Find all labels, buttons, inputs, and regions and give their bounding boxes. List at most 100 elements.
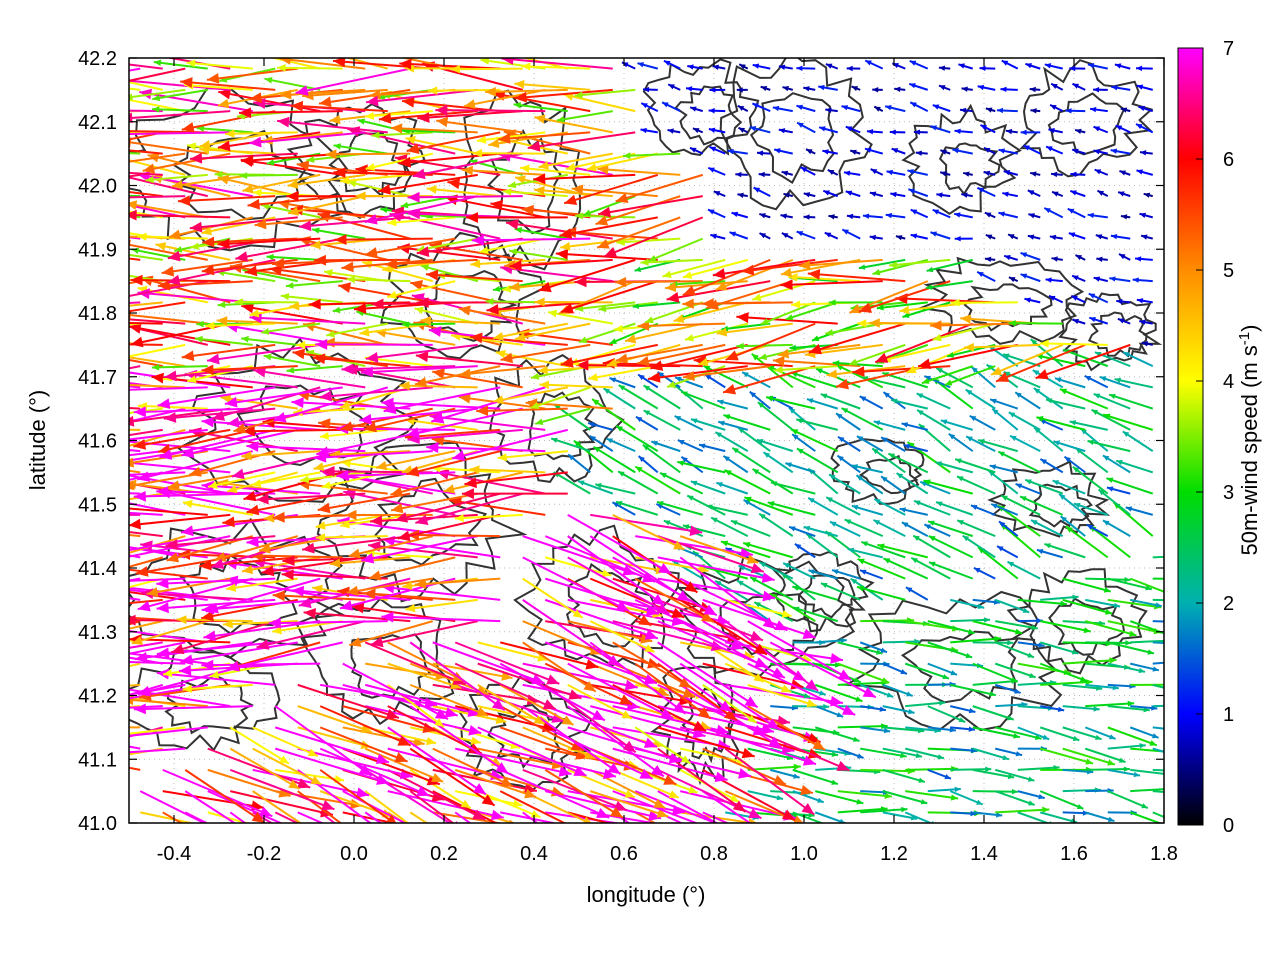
- wind-vector: [904, 662, 950, 680]
- wind-vector: [133, 406, 253, 418]
- wind-vector: [280, 292, 343, 304]
- wind-vector: [805, 148, 816, 155]
- wind-vector: [246, 441, 366, 453]
- colorbar-title-main: 50m-wind speed (m s: [1237, 345, 1262, 555]
- wind-vector: [371, 131, 433, 139]
- wind-vector: [341, 363, 456, 375]
- wind-vector: [690, 480, 726, 495]
- wind-vector: [1120, 107, 1131, 113]
- wind-vector: [687, 64, 703, 70]
- wind-vector: [706, 280, 794, 310]
- wind-vector: [325, 149, 411, 160]
- wind-vector: [129, 131, 141, 135]
- wind-vector: [180, 641, 298, 666]
- wind-vector: [1048, 294, 1064, 304]
- wind-vector: [634, 790, 719, 823]
- wind-vector: [709, 87, 726, 93]
- wind-vector: [851, 85, 861, 92]
- wind-vector: [841, 407, 884, 431]
- wind-vector: [615, 500, 659, 516]
- wind-vector: [1040, 594, 1079, 601]
- wind-vector: [938, 65, 951, 71]
- wind-vector: [279, 58, 366, 70]
- wind-vector: [1072, 82, 1086, 91]
- wind-vector: [274, 705, 373, 777]
- wind-vector: [1152, 790, 1164, 793]
- x-axis-ticks: -0.4 -0.2 0.0 0.2 0.4 0.6 0.8 1.0 1.2 1.4 1.6 1.8: [157, 58, 1178, 865]
- wind-vector: [129, 428, 208, 441]
- wind-vector: [342, 683, 458, 718]
- wind-vector: [1040, 620, 1091, 634]
- wind-vector: [1125, 506, 1154, 516]
- wind-vector: [274, 747, 390, 785]
- wind-vector: [1152, 661, 1164, 665]
- wind-vector: [1129, 811, 1163, 823]
- wind-vector: [1122, 351, 1154, 368]
- wind-vector: [194, 335, 253, 346]
- wind-vector: [1000, 494, 1041, 516]
- contour-line: [129, 649, 281, 752]
- wind-vector: [856, 435, 884, 452]
- wind-vector: [958, 63, 974, 70]
- wind-vector: [634, 598, 744, 651]
- wind-vector: [1044, 542, 1086, 559]
- wind-vector: [129, 577, 141, 582]
- wind-vector: [880, 436, 906, 452]
- wind-vector: [725, 598, 792, 618]
- wind-vector: [972, 747, 1010, 761]
- wind-vector: [522, 577, 584, 619]
- wind-vector: [662, 258, 726, 279]
- contour-line: [749, 92, 835, 185]
- wind-vector: [785, 301, 839, 321]
- wind-vector: [837, 790, 892, 800]
- wind-vector: [962, 171, 973, 177]
- wind-vector: [1135, 123, 1154, 134]
- wind-vector: [598, 195, 703, 218]
- wind-vector: [597, 164, 681, 176]
- wind-vector: [679, 662, 780, 731]
- wind-vector: [702, 684, 758, 724]
- wind-vector: [752, 468, 794, 495]
- wind-vector: [767, 501, 816, 516]
- wind-vector: [1096, 189, 1109, 198]
- wind-vector: [470, 332, 568, 346]
- contour-line: [1028, 483, 1093, 528]
- wind-vector: [965, 435, 996, 453]
- wind-vector: [1132, 277, 1153, 283]
- wind-vector: [407, 191, 523, 203]
- wind-vector: [167, 258, 276, 286]
- wind-vector: [1109, 276, 1131, 283]
- wind-vector: [234, 298, 298, 306]
- x-tick-label: -0.4: [157, 843, 191, 865]
- contour-line: [1047, 92, 1126, 156]
- wind-vector: [796, 447, 839, 474]
- wind-vector: [425, 269, 523, 283]
- wind-vector: [1062, 705, 1100, 712]
- wind-vector: [1025, 62, 1041, 70]
- wind-vector: [1102, 413, 1154, 431]
- wind-vector: [261, 556, 366, 577]
- wind-vector: [319, 386, 433, 402]
- wind-vector: [365, 152, 433, 171]
- wind-vector: [129, 598, 163, 605]
- wind-vector: [927, 662, 958, 676]
- wind-vector: [851, 464, 883, 474]
- wind-vector: [737, 192, 748, 198]
- wind-vector: [796, 418, 838, 431]
- wind-vector: [249, 301, 321, 318]
- wind-vector: [595, 195, 681, 226]
- wind-vector: [950, 810, 977, 817]
- wind-vector: [956, 519, 996, 538]
- wind-vector: [814, 683, 863, 703]
- wind-vector: [1023, 144, 1041, 155]
- wind-vector: [451, 428, 568, 461]
- wind-vector: [938, 84, 951, 91]
- wind-vector: [814, 705, 844, 718]
- wind-vector: [792, 811, 825, 823]
- contour-line: [938, 142, 1001, 196]
- wind-vector: [509, 248, 568, 261]
- wind-vector: [133, 703, 253, 715]
- wind-vector: [534, 114, 613, 134]
- wind-vector: [1085, 766, 1130, 772]
- wind-vector: [1039, 339, 1108, 348]
